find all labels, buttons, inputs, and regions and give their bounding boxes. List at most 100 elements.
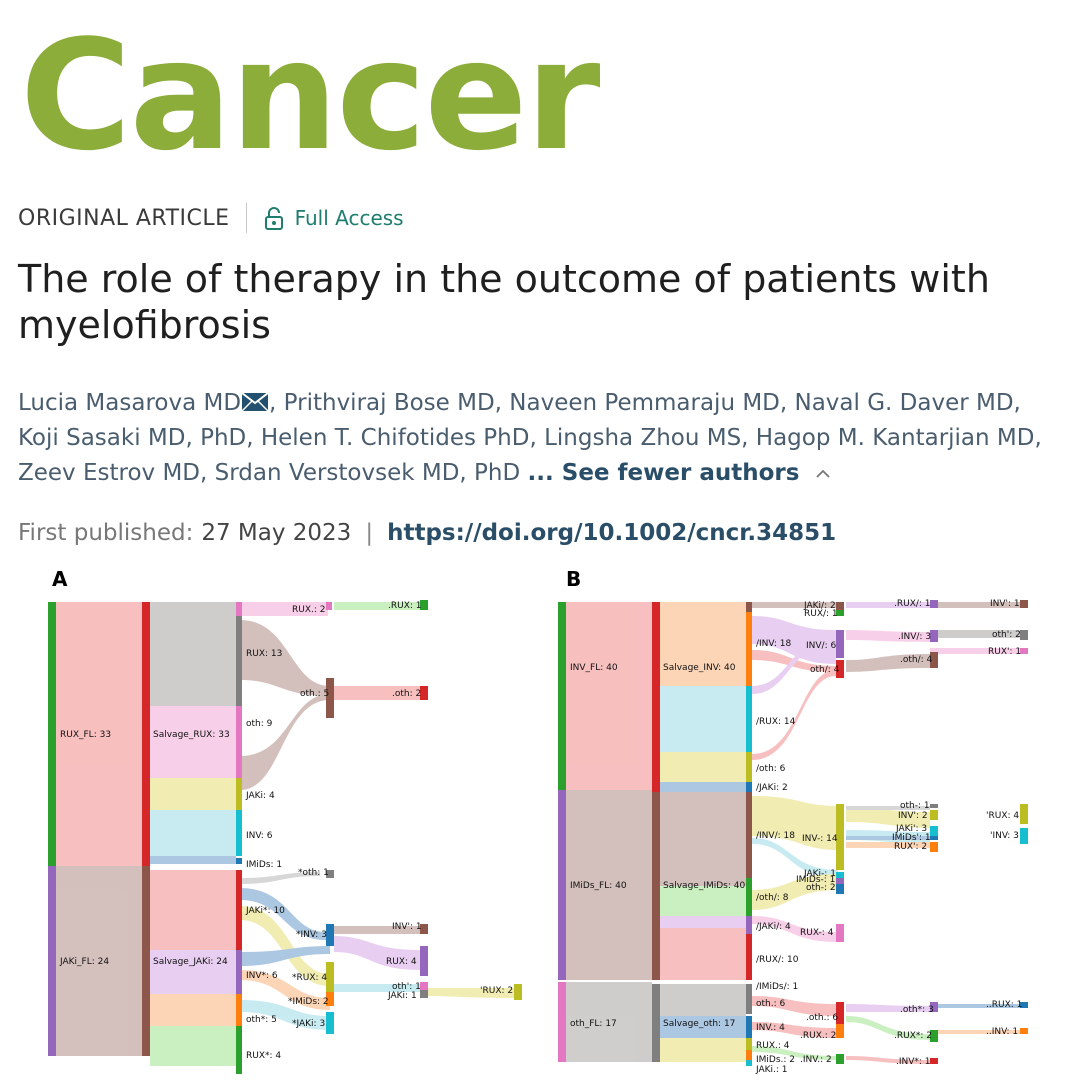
author-line-1: Lucia Masarova MD , Prithviraj Bose MD, N…	[18, 386, 1068, 421]
node-label: /RUX: 14	[756, 717, 796, 727]
node-label: /RUX/: 10	[756, 955, 799, 965]
node-label: JAKi-: 1	[803, 869, 836, 879]
node-label: Salvage_oth: 17	[663, 1019, 735, 1029]
node-label: oth': 1	[392, 982, 421, 992]
node-label: RUX: 13	[246, 649, 282, 659]
author-links-last[interactable]: Zeev Estrov MD, Srdan Verstovsek MD, PhD	[18, 460, 521, 486]
node-label: RUX/: 1	[804, 609, 838, 619]
node-label: ..RUX: 1	[986, 1000, 1022, 1010]
node-label: ..INV: 1	[986, 1027, 1018, 1037]
access-badge: Full Access	[263, 206, 404, 230]
node-label: Salvage_INV: 40	[663, 663, 736, 673]
access-label: Full Access	[294, 206, 404, 230]
node-label: IMiDs.: 2	[756, 1055, 795, 1065]
node-label: oth.: 6	[756, 999, 785, 1009]
node-label: RUX': 1	[988, 647, 1021, 657]
author-line-2[interactable]: Koji Sasaki MD, PhD, Helen T. Chifotides…	[18, 425, 1042, 451]
node-label: RUX-: 4	[800, 928, 834, 938]
chevron-up-icon[interactable]	[815, 467, 831, 479]
node-label: Salvage_JAKi: 24	[153, 957, 228, 967]
divider	[245, 203, 247, 233]
author-links-rest[interactable]: , Prithviraj Bose MD, Naveen Pemmaraju M…	[269, 390, 1021, 416]
author-list: Lucia Masarova MD , Prithviraj Bose MD, N…	[18, 386, 1068, 491]
node-label: RUX': 2	[894, 842, 927, 852]
node-label: oth-: 1	[900, 801, 930, 811]
panel-b-nodes	[558, 600, 1028, 1066]
node-label: oth': 2	[992, 630, 1021, 640]
node-label: 'RUX: 4	[986, 811, 1019, 821]
node-label: RUX.: 2	[292, 605, 326, 615]
node-label: RUX_FL: 33	[60, 730, 111, 740]
node-label: /oth: 6	[756, 764, 786, 774]
node-label: /JAKi: 2	[756, 783, 788, 793]
author-line-3: Zeev Estrov MD, Srdan Verstovsek MD, PhD…	[18, 456, 1068, 491]
node-label: 'INV: 3	[990, 831, 1019, 841]
node-label: 'RUX: 2	[480, 986, 513, 996]
node-label: .oth: 2	[392, 689, 421, 699]
panel-a-labels: RUX_FL: 33 JAKi_FL: 24 Salvage_RUX: 33 S…	[59, 601, 513, 1061]
publication-info: First published: 27 May 2023 | https://d…	[18, 520, 836, 546]
node-label: JAKi_FL: 24	[59, 957, 109, 967]
node-label: RUX.: 4	[756, 1041, 790, 1051]
node-label: Salvage_IMiDs: 40	[663, 881, 745, 891]
node-label: .INV*: 1	[896, 1057, 931, 1067]
node-label: /IMiDs/: 1	[756, 982, 798, 992]
node-label: IMiDs_FL: 40	[570, 881, 627, 891]
article-meta: ORIGINAL ARTICLE Full Access	[18, 202, 404, 234]
node-label: JAKi: 1	[387, 991, 417, 1001]
node-label: INV': 2	[898, 811, 928, 821]
node-label: oth-: 2	[806, 883, 836, 893]
node-label: INV_FL: 40	[570, 663, 618, 673]
article-title: The role of therapy in the outcome of pa…	[18, 257, 990, 347]
node-label: .INV/: 3	[898, 632, 931, 642]
node-label: .oth*: 3	[900, 1005, 934, 1015]
see-fewer-authors-button[interactable]: ... See fewer authors	[527, 460, 800, 486]
pipe-separator: |	[365, 520, 374, 546]
node-label: INV': 1	[990, 599, 1020, 609]
node-label: INV*: 6	[246, 971, 278, 981]
node-label: oth: 9	[246, 719, 273, 729]
node-label: .RUX: 1	[388, 601, 422, 611]
sankey-figure: A	[48, 567, 1028, 1075]
node-label: .INV.: 2	[800, 1055, 832, 1065]
node-label: *RUX: 4	[292, 973, 327, 983]
node-label: .oth/: 4	[900, 655, 933, 665]
node-label: IMiDs': 1	[892, 833, 931, 843]
node-label: JAKi: 4	[245, 791, 275, 801]
node-label: IMiDs: 1	[246, 860, 282, 870]
published-label: First published:	[18, 520, 194, 546]
node-label: .RUX.: 2	[800, 1031, 836, 1041]
node-label: /INV: 18	[756, 639, 791, 649]
node-label: /INV/: 18	[756, 831, 795, 841]
article-type: ORIGINAL ARTICLE	[18, 205, 230, 231]
mail-icon[interactable]	[242, 392, 269, 412]
published-date: 27 May 2023	[201, 520, 352, 546]
author-link[interactable]: Lucia Masarova MD	[18, 390, 242, 416]
lock-open-icon	[264, 207, 283, 230]
node-label: oth.: 5	[300, 689, 329, 699]
node-label: INV': 1	[392, 922, 422, 932]
node-label: INV: 6	[246, 831, 273, 841]
panel-a-nodes	[48, 600, 522, 1074]
node-label: INV-: 14	[802, 834, 838, 844]
node-label: RUX: 4	[386, 957, 417, 967]
panel-a-letter: A	[52, 567, 68, 591]
node-label: JAKi.: 1	[755, 1065, 788, 1075]
panel-a-links	[56, 602, 514, 1066]
node-label: .RUX*: 2	[894, 1031, 932, 1041]
node-label: .RUX/: 1	[894, 599, 931, 609]
panel-b-letter: B	[566, 567, 581, 591]
node-label: RUX*: 4	[246, 1051, 281, 1061]
node-label: JAKi*: 10	[245, 906, 285, 916]
node-label: IMiDs-: 1	[796, 875, 835, 885]
node-label: oth*: 5	[246, 1015, 277, 1025]
doi-link[interactable]: https://doi.org/10.1002/cncr.34851	[387, 520, 837, 546]
journal-logo[interactable]: Cancer	[20, 7, 600, 184]
node-label: INV/: 6	[806, 641, 836, 651]
node-label: *IMiDs: 2	[288, 997, 329, 1007]
node-label: JAKi/: 2	[803, 601, 836, 611]
node-label: /oth/: 8	[756, 893, 789, 903]
node-label: *oth: 1	[298, 868, 329, 878]
panel-b-links	[566, 602, 1020, 1064]
node-label: *JAKi: 3	[292, 1019, 325, 1029]
